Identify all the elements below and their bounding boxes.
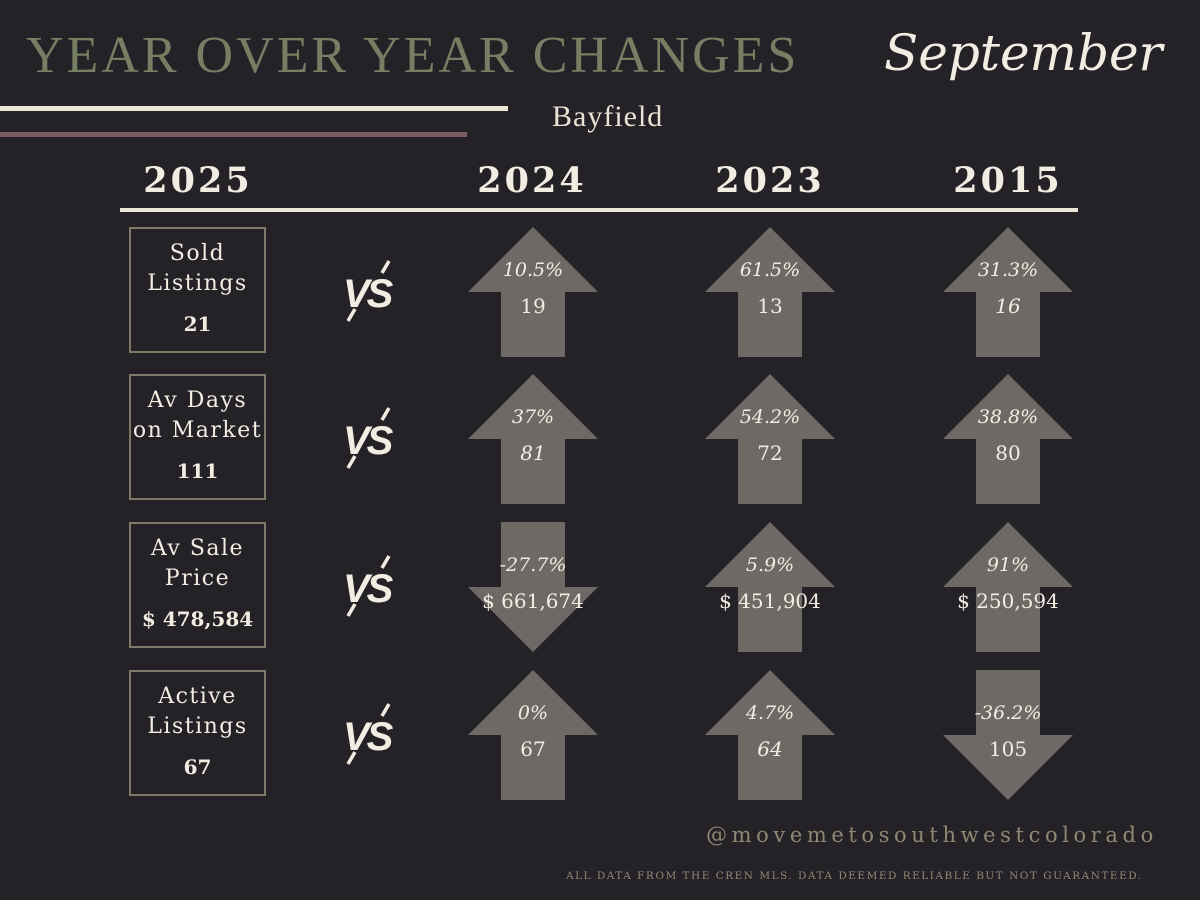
comparison-value: 13 <box>757 294 783 318</box>
comparison-value: 16 <box>995 294 1021 318</box>
vs-text: VS <box>343 272 394 316</box>
vs-text: VS <box>343 419 394 463</box>
percent-change: -36.2% <box>974 702 1042 724</box>
comparison-value: 72 <box>757 441 783 465</box>
vs-text: VS <box>343 715 394 759</box>
location-subtitle: Bayfield <box>552 100 664 133</box>
percent-change: 10.5% <box>502 259 564 281</box>
percent-change: -27.7% <box>499 554 567 576</box>
vs-icon: VS <box>340 398 400 478</box>
arrow-up-shape <box>705 227 835 357</box>
comparison-value: 19 <box>520 294 546 318</box>
percent-change: 38.8% <box>977 406 1039 428</box>
comparison-cell: 4.7% 64 <box>705 670 835 800</box>
compare-year-heading: 2023 <box>715 160 825 201</box>
comparison-cell: 54.2% 72 <box>705 374 835 504</box>
comparison-cell: 31.3% 16 <box>943 227 1073 357</box>
compare-year-heading: 2024 <box>477 160 587 201</box>
month-label: September <box>884 24 1163 82</box>
comparison-cell: 38.8% 80 <box>943 374 1073 504</box>
metric-box: Sold Listings 21 <box>129 227 266 353</box>
arrow-down-shape <box>468 522 598 652</box>
comparison-cell: 61.5% 13 <box>705 227 835 357</box>
vs-icon: VS <box>340 694 400 774</box>
percent-change: 4.7% <box>745 702 795 724</box>
comparison-cell: 0% 67 <box>468 670 598 800</box>
metric-label: Av Days on Market <box>132 388 263 443</box>
comparison-cell: 91% $ 250,594 <box>943 522 1073 652</box>
metric-label: Av Sale Price <box>150 536 245 591</box>
percent-change: 37% <box>511 406 555 428</box>
percent-change: 31.3% <box>977 259 1039 281</box>
percent-change: 61.5% <box>739 259 801 281</box>
percent-change: 54.2% <box>739 406 801 428</box>
compare-year-heading: 2015 <box>953 160 1063 201</box>
arrow-up-shape <box>468 374 598 504</box>
arrow-up-shape <box>943 227 1073 357</box>
vs-icon: VS <box>340 251 400 331</box>
percent-change: 91% <box>986 554 1030 576</box>
decorative-rule-mauve <box>0 132 467 137</box>
comparison-value: 67 <box>520 737 546 761</box>
metric-label: Active Listings <box>147 684 248 739</box>
percent-change: 0% <box>517 702 549 724</box>
social-handle: @movemetosouthwestcolorado <box>706 823 1158 847</box>
metric-box: Av Days on Market 111 <box>129 374 266 500</box>
comparison-value: 80 <box>995 441 1021 465</box>
decorative-rule-cream <box>0 106 508 111</box>
comparison-value: 81 <box>520 441 546 465</box>
metric-label: Sold Listings <box>147 241 248 296</box>
arrow-up-shape <box>943 522 1073 652</box>
page-title: YEAR OVER YEAR CHANGES <box>26 27 800 84</box>
metric-value: 67 <box>183 755 212 779</box>
vs-text: VS <box>343 567 394 611</box>
arrow-down-shape <box>943 670 1073 800</box>
comparison-cell: 10.5% 19 <box>468 227 598 357</box>
metric-value: 111 <box>176 459 219 483</box>
comparison-value: $ 451,904 <box>719 589 821 613</box>
vs-icon: VS <box>340 546 400 626</box>
arrow-up-shape <box>705 670 835 800</box>
arrow-up-shape <box>705 522 835 652</box>
comparison-cell: -27.7% $ 661,674 <box>468 522 598 652</box>
comparison-value: 64 <box>757 737 783 761</box>
metric-box: Active Listings 67 <box>129 670 266 796</box>
comparison-cell: 5.9% $ 451,904 <box>705 522 835 652</box>
arrow-up-shape <box>705 374 835 504</box>
comparison-value: $ 661,674 <box>482 589 584 613</box>
comparison-cell: 37% 81 <box>468 374 598 504</box>
percent-change: 5.9% <box>745 554 795 576</box>
disclaimer: ALL DATA FROM THE CREN MLS. DATA DEEMED … <box>566 870 1143 882</box>
arrow-up-shape <box>468 227 598 357</box>
metric-value: $ 478,584 <box>141 607 254 631</box>
arrow-up-shape <box>468 670 598 800</box>
current-year-heading: 2025 <box>143 160 253 201</box>
comparison-value: $ 250,594 <box>957 589 1059 613</box>
comparison-value: 105 <box>988 737 1028 761</box>
metric-value: 21 <box>183 312 212 336</box>
arrow-up-shape <box>943 374 1073 504</box>
header-rule <box>120 208 1078 212</box>
comparison-cell: -36.2% 105 <box>943 670 1073 800</box>
metric-box: Av Sale Price $ 478,584 <box>129 522 266 648</box>
